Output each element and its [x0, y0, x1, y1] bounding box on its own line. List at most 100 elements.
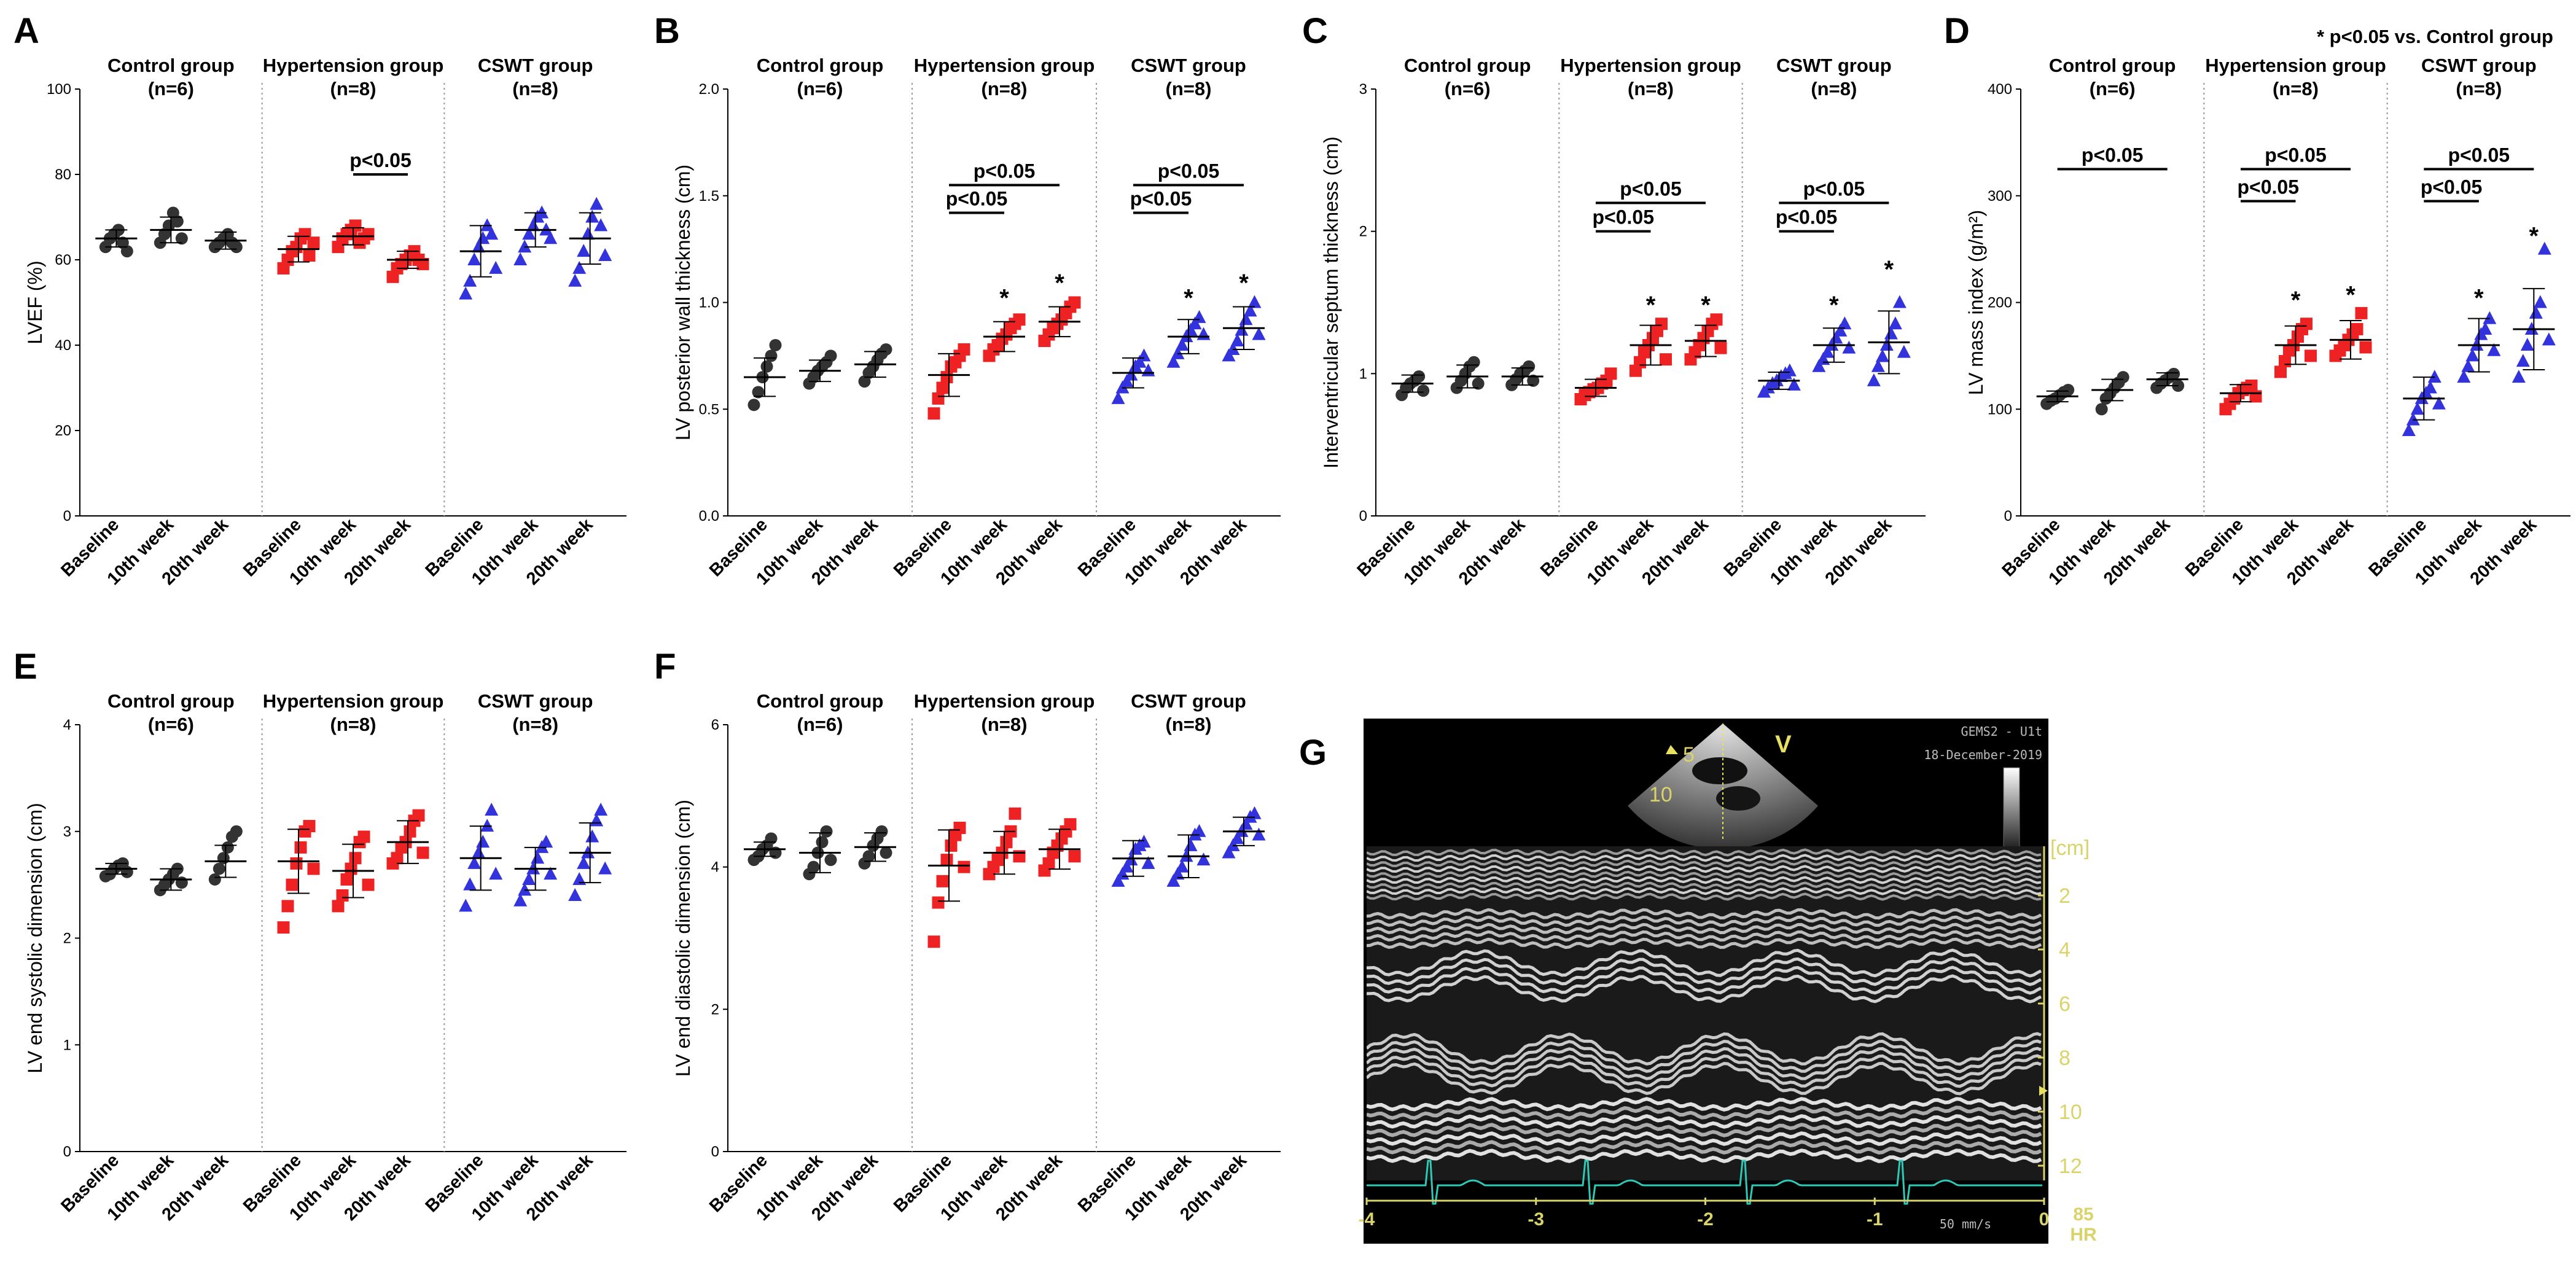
tissue-band: [1367, 1140, 2042, 1155]
data-point: [412, 809, 425, 822]
data-point: [1897, 345, 1911, 358]
data-point: [1812, 359, 1826, 372]
significance-label: p<0.05: [1130, 188, 1192, 210]
data-point: [1013, 313, 1026, 326]
data-point: [2465, 348, 2480, 362]
data-point: [1068, 296, 1081, 309]
y-tick-label: 0: [2004, 508, 2012, 524]
data-point: [544, 231, 558, 244]
tissue-band: [1367, 876, 2042, 884]
tissue-band: [1367, 965, 2042, 995]
tissue-band: [1367, 937, 2042, 949]
y-axis-label: LVEF (%): [24, 260, 46, 344]
group-title: CSWT group: [478, 690, 593, 712]
sector-image: [1628, 723, 1818, 849]
significance-label: p<0.05: [2265, 144, 2327, 166]
tissue-band: [1367, 948, 2042, 978]
group-title: Control group: [757, 55, 884, 76]
data-point: [544, 867, 558, 880]
data-point: [463, 877, 477, 891]
data-point: [1120, 859, 1134, 873]
data-point: [2274, 365, 2287, 378]
depth-tick-label: 10: [2059, 1101, 2082, 1124]
significance-star: *: [2529, 223, 2539, 250]
tissue-band: [1367, 930, 2042, 942]
panel-label: C: [1302, 11, 1328, 51]
time-tick-label: 0: [2039, 1209, 2050, 1230]
significance-label: p<0.05: [1158, 160, 1220, 182]
data-point: [489, 867, 503, 880]
tissue-band: [1367, 1054, 2042, 1088]
data-point: [2423, 380, 2437, 394]
tissue-band: [1367, 881, 2042, 890]
significance-star: *: [999, 285, 1009, 312]
group-title: Control group: [107, 690, 235, 712]
data-point: [336, 889, 349, 902]
tissue-band: [1367, 848, 2042, 857]
group-n: (n=6): [797, 78, 843, 99]
y-axis-label: LV mass index (g/m²): [1965, 210, 1987, 396]
tissue-band: [1367, 974, 2042, 1004]
data-point: [1192, 310, 1206, 323]
data-point: [2427, 370, 2441, 383]
data-point: [1247, 806, 1262, 819]
data-point: [281, 900, 294, 913]
y-tick-label: 300: [1988, 188, 2012, 205]
data-point: [945, 839, 958, 852]
group-title: Hypertension group: [914, 690, 1095, 712]
series-control: [95, 825, 247, 897]
data-point: [472, 845, 486, 859]
y-tick-label: 1: [63, 1037, 71, 1053]
data-point: [349, 852, 362, 865]
significance-label: p<0.05: [1803, 177, 1865, 200]
y-tick-label: 4: [711, 859, 719, 876]
data-point: [1111, 391, 1125, 404]
data-point: [2117, 371, 2129, 384]
panel-label: A: [14, 11, 39, 51]
heart-rate-value: 85: [2073, 1204, 2093, 1225]
data-point: [1235, 322, 1249, 336]
tissue-band: [1367, 865, 2042, 873]
data-point: [1230, 333, 1244, 347]
data-point: [880, 343, 892, 356]
tissue-band: [1367, 859, 2042, 868]
data-point: [2355, 306, 2368, 319]
y-tick-label: 0: [63, 1144, 71, 1160]
ecg-trace: [1367, 1160, 2042, 1205]
depth-tick-label: 2: [2059, 884, 2071, 908]
series-control: [2036, 367, 2188, 416]
series-cswt: [459, 803, 612, 912]
significance-label: p<0.05: [2421, 176, 2483, 198]
data-point: [1252, 327, 1266, 340]
data-point: [585, 209, 599, 223]
tissue-band: [1367, 1123, 2042, 1137]
data-point: [535, 205, 549, 219]
group-n: (n=8): [2273, 78, 2319, 99]
data-point: [1175, 338, 1189, 351]
data-point: [820, 825, 833, 838]
y-tick-label: 0: [63, 508, 71, 524]
group-title: CSWT group: [1776, 55, 1892, 76]
data-point: [1192, 824, 1206, 837]
data-point: [1838, 316, 1852, 330]
y-axis-label: Interventricular septum thickness (cm): [1320, 136, 1342, 469]
data-point: [480, 819, 494, 832]
data-point: [1166, 354, 1181, 368]
data-point: [2305, 349, 2317, 362]
data-point: [307, 862, 320, 875]
data-point: [1888, 316, 1902, 330]
y-tick-label: 2: [1359, 224, 1367, 240]
data-point: [2300, 318, 2313, 330]
sector-chamber-2: [1716, 786, 1760, 811]
data-point: [1821, 345, 1835, 358]
data-point: [1068, 850, 1081, 863]
data-point: [2457, 370, 2471, 383]
significance-note: * p<0.05 vs. Control group: [2317, 26, 2553, 47]
data-point: [1247, 295, 1262, 308]
view-label: V: [1775, 731, 1792, 758]
group-n: (n=8): [982, 714, 1028, 735]
data-point: [2461, 359, 2475, 372]
data-point: [1660, 353, 1672, 366]
data-point: [513, 893, 528, 907]
